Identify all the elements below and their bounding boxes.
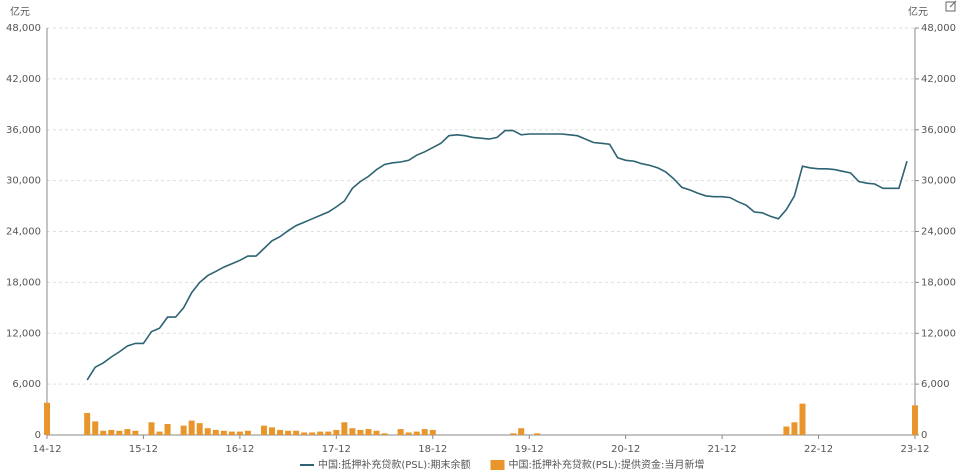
bar [429, 429, 436, 435]
bar [269, 427, 276, 435]
legend-swatch [490, 460, 505, 470]
x-tick-label: 15-12 [129, 444, 158, 455]
bar [325, 431, 332, 435]
bar [341, 422, 348, 435]
bar [148, 422, 155, 435]
bar [277, 429, 284, 435]
bar [188, 420, 195, 435]
bar [196, 423, 203, 435]
bar [912, 405, 918, 435]
bar [799, 403, 806, 435]
x-tick-label: 16-12 [225, 444, 254, 455]
bar [365, 429, 372, 435]
x-tick-label: 17-12 [322, 444, 351, 455]
y-tick-label: 36,000 [6, 125, 41, 136]
y-unit: 亿元 [10, 5, 30, 18]
x-tick-label: 21-12 [708, 444, 737, 455]
bar [397, 429, 404, 435]
bar [124, 429, 131, 435]
y2-tick-label: 48,000 [921, 23, 956, 34]
bar [349, 428, 356, 435]
y-tick-label: 42,000 [6, 74, 41, 85]
bar [84, 412, 91, 435]
bar [783, 426, 790, 435]
bar [413, 431, 420, 435]
bar [510, 433, 517, 435]
legend-label: 中国:抵押补充贷款(PSL):提供资金:当月新增 [509, 458, 705, 471]
share-arrow [949, 0, 957, 8]
y-tick-label: 18,000 [6, 277, 41, 288]
x-tick-label: 14-12 [32, 444, 61, 455]
y-tick-label: 48,000 [6, 23, 41, 34]
bar [212, 429, 219, 435]
bar [164, 423, 171, 435]
bar [301, 432, 308, 435]
y2-tick-label: 24,000 [921, 227, 956, 238]
bar [518, 428, 525, 435]
legend-label: 中国:抵押补充贷款(PSL):期末余额 [318, 458, 471, 471]
y2-tick-label: 0 [921, 430, 927, 441]
bar [244, 430, 251, 435]
x-tick-label: 18-12 [418, 444, 447, 455]
y2-unit: 亿元 [908, 5, 928, 18]
x-tick-label: 20-12 [611, 444, 640, 455]
bar [405, 432, 412, 435]
bar [373, 430, 380, 435]
bar [156, 431, 163, 435]
y2-tick-label: 12,000 [921, 328, 956, 339]
bar [116, 430, 123, 435]
y2-tick-label: 42,000 [921, 74, 956, 85]
bar [534, 433, 541, 435]
share-box [945, 1, 956, 12]
bar [309, 432, 316, 435]
y-tick-label: 12,000 [6, 328, 41, 339]
bar [421, 429, 428, 435]
bar [317, 431, 324, 435]
bar [228, 431, 235, 435]
bar [100, 430, 107, 435]
bar [180, 425, 187, 435]
bar [293, 430, 300, 435]
y-tick-label: 24,000 [6, 227, 41, 238]
y-tick-label: 30,000 [6, 176, 41, 187]
bar [108, 429, 115, 435]
bar [204, 428, 211, 435]
bar [381, 433, 388, 435]
x-tick-label: 22-12 [804, 444, 833, 455]
bar [261, 425, 267, 435]
y2-tick-label: 36,000 [921, 125, 956, 136]
y-tick-label: 6,000 [12, 379, 41, 390]
x-tick-label: 23-12 [900, 444, 929, 455]
share-icon[interactable] [945, 0, 957, 12]
bar [92, 421, 99, 435]
bar [236, 431, 243, 435]
line [86, 129, 908, 381]
y2-tick-label: 6,000 [921, 379, 950, 390]
bar [132, 430, 139, 435]
bar [791, 422, 798, 435]
bar [333, 429, 340, 435]
y2-tick-label: 30,000 [921, 176, 956, 187]
x-tick-label: 19-12 [515, 444, 544, 455]
bar [285, 430, 292, 435]
bar [44, 402, 50, 435]
bar [357, 429, 364, 435]
y2-tick-label: 18,000 [921, 277, 956, 288]
bar [220, 430, 227, 435]
y-tick-label: 0 [35, 430, 41, 441]
